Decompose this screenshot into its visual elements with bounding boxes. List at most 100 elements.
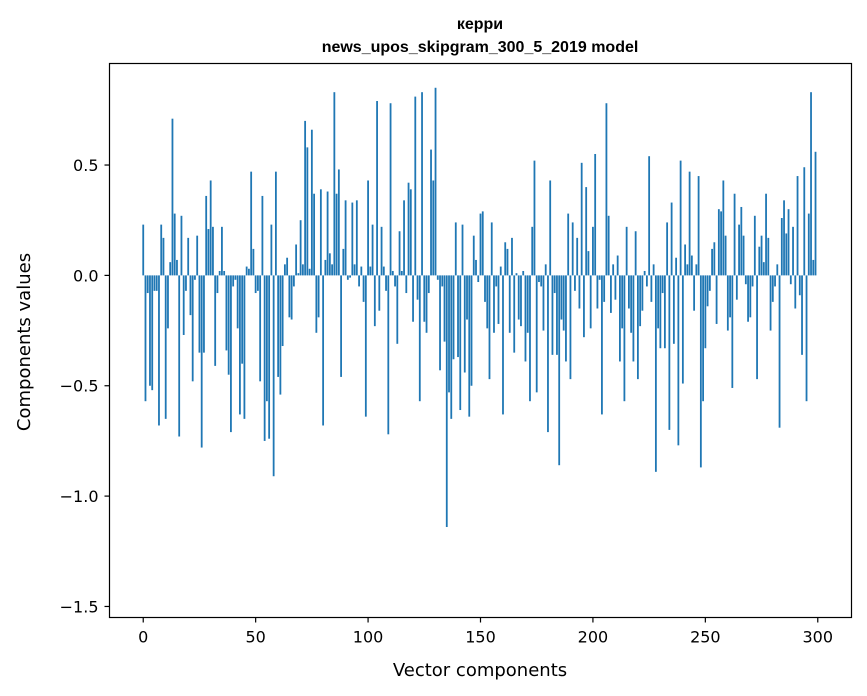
bar (239, 275, 241, 415)
bar (349, 275, 351, 278)
bar (225, 275, 228, 351)
bar (328, 253, 331, 276)
bar (160, 224, 163, 276)
bar (472, 235, 475, 276)
plot-bars (142, 87, 817, 528)
bar (506, 248, 509, 276)
bar (805, 275, 808, 402)
bar (283, 264, 286, 276)
bar (578, 275, 581, 309)
bar (360, 266, 363, 276)
bar (200, 275, 203, 448)
x-tick-label: 200 (578, 628, 609, 647)
bar (803, 167, 806, 276)
bar (207, 229, 210, 276)
chart-subtitle: news_upos_skipgram_300_5_2019 model (322, 39, 639, 56)
bar (621, 275, 624, 329)
bar (614, 275, 617, 300)
bar (252, 248, 255, 276)
bar (342, 248, 345, 276)
bar (324, 259, 327, 276)
bar (598, 275, 601, 280)
bar (306, 147, 309, 276)
bar (681, 275, 684, 384)
bar (265, 275, 268, 402)
bar (250, 171, 253, 276)
bar (151, 275, 154, 391)
bar (704, 275, 707, 349)
bar (315, 275, 318, 333)
bar (416, 275, 419, 300)
bar (423, 275, 426, 322)
bar (189, 275, 192, 316)
x-tick-label: 0 (138, 628, 148, 647)
bar (672, 275, 675, 344)
bar (787, 209, 790, 276)
bar (439, 275, 441, 371)
bar (158, 275, 160, 426)
bar (517, 275, 520, 320)
bar (450, 275, 453, 419)
bar (702, 275, 704, 402)
bar (553, 275, 556, 294)
bar (409, 189, 412, 276)
bar (389, 103, 392, 276)
bar (497, 275, 500, 324)
bar (367, 180, 369, 276)
bar (785, 233, 788, 276)
bar (178, 275, 181, 437)
bar (257, 275, 259, 291)
bar (574, 275, 576, 291)
bar (304, 120, 307, 276)
bar (713, 242, 716, 276)
bar (726, 275, 729, 331)
bar (493, 275, 495, 333)
bar (173, 213, 176, 276)
bar (180, 215, 183, 276)
bar (169, 262, 172, 276)
bar (711, 248, 713, 276)
y-tick-label: 0.5 (73, 156, 98, 175)
bar (758, 246, 761, 276)
bar (549, 180, 552, 276)
bar (475, 259, 477, 276)
bar (533, 160, 536, 276)
bar (274, 171, 277, 276)
bar (792, 226, 794, 276)
bar (801, 275, 803, 355)
bar (663, 275, 666, 349)
bar (209, 180, 212, 276)
y-tick-label: 0.0 (73, 266, 98, 285)
y-tick-label: −1.0 (60, 487, 99, 506)
bar (641, 275, 644, 311)
bar (812, 259, 815, 276)
bar (187, 237, 190, 276)
bar (434, 87, 437, 276)
bar (715, 275, 718, 324)
bar (191, 275, 194, 382)
bar (452, 275, 455, 360)
bar (387, 275, 390, 435)
bar (524, 275, 527, 362)
bar (729, 275, 731, 318)
bar (625, 226, 628, 276)
bar (216, 275, 219, 294)
bar (279, 275, 282, 395)
bar (650, 275, 653, 302)
bar (774, 275, 776, 287)
plot-frame (108, 62, 853, 619)
bar (391, 270, 394, 276)
bar (538, 275, 540, 283)
bar (167, 275, 169, 329)
bar (722, 180, 725, 276)
bar (767, 237, 770, 276)
bar (693, 275, 696, 311)
bar (502, 275, 504, 415)
y-axis-ticks: −1.5 −1.0 −0.5 0.0 0.5 (60, 156, 110, 616)
bar (717, 209, 720, 276)
bar (639, 275, 642, 327)
bar (535, 275, 538, 393)
bar (652, 264, 655, 276)
bar (670, 202, 673, 276)
bar (196, 235, 199, 276)
